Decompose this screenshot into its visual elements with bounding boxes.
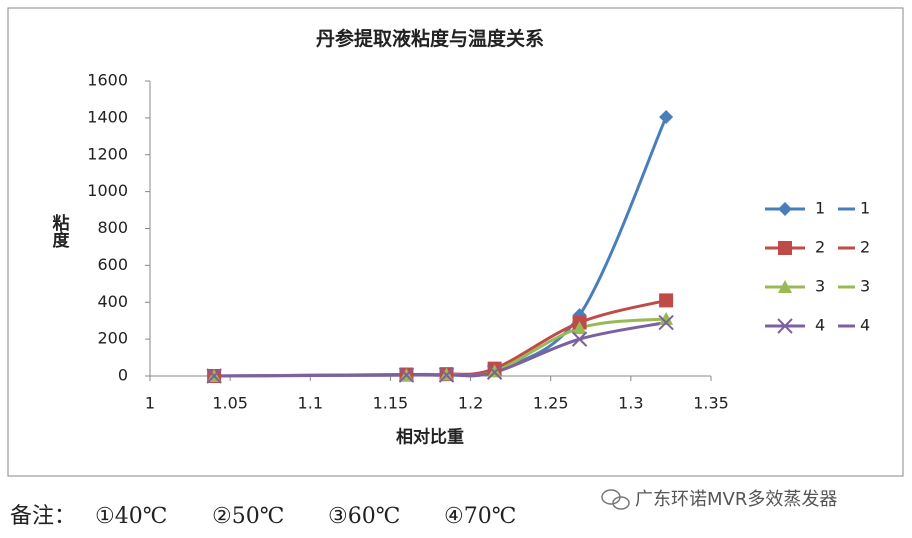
note: ②50℃ bbox=[212, 504, 284, 529]
legend-label: 3 bbox=[815, 277, 825, 296]
legend-label: 1 bbox=[860, 199, 870, 218]
x-tick-label: 1.3 bbox=[618, 394, 643, 413]
legend-marker bbox=[778, 202, 792, 216]
note: ①40℃ bbox=[95, 504, 167, 529]
note: ③60℃ bbox=[328, 504, 400, 529]
y-tick-label: 1000 bbox=[87, 181, 128, 200]
y-tick-label: 600 bbox=[97, 255, 128, 274]
watermark: 广东环诺MVR多效蒸发器 bbox=[635, 489, 837, 510]
legend-marker bbox=[778, 280, 792, 293]
chart-title: 丹参提取液粘度与温度关系 bbox=[316, 27, 544, 50]
legend-label: 2 bbox=[815, 238, 825, 257]
data-point bbox=[571, 331, 588, 347]
data-point bbox=[486, 364, 503, 381]
x-tick-label: 1.35 bbox=[693, 394, 729, 413]
chart-frame bbox=[7, 7, 904, 477]
legend-label: 1 bbox=[815, 199, 825, 218]
note-label: 备注： bbox=[10, 504, 76, 529]
x-tick-label: 1.2 bbox=[458, 394, 483, 413]
data-point bbox=[572, 321, 587, 335]
x-tick-label: 1.05 bbox=[212, 394, 248, 413]
y-tick-label: 1200 bbox=[87, 144, 128, 163]
legend-label: 4 bbox=[860, 316, 870, 335]
x-tick-label: 1.1 bbox=[298, 394, 323, 413]
y-tick-label: 1400 bbox=[87, 107, 128, 126]
legend-label: 4 bbox=[815, 316, 825, 335]
wechat-icon bbox=[601, 489, 630, 510]
y-tick-label: 800 bbox=[97, 218, 128, 237]
y-tick-label: 1600 bbox=[87, 71, 128, 90]
y-tick-label: 400 bbox=[97, 292, 128, 311]
series-line bbox=[214, 321, 667, 378]
legend-label: 3 bbox=[860, 277, 870, 296]
y-tick-label: 0 bbox=[118, 366, 128, 385]
legend-label: 2 bbox=[860, 238, 870, 257]
legend-marker bbox=[777, 318, 793, 334]
data-point bbox=[659, 293, 674, 308]
x-tick-label: 1.25 bbox=[533, 394, 569, 413]
legend-marker bbox=[778, 241, 792, 255]
data-point bbox=[398, 367, 415, 383]
data-point bbox=[659, 311, 674, 325]
data-point bbox=[206, 368, 222, 384]
note: ④70℃ bbox=[444, 504, 516, 529]
y-tick-label: 200 bbox=[97, 329, 128, 348]
x-axis-label: 相对比重 bbox=[396, 427, 464, 448]
data-point bbox=[487, 364, 502, 378]
data-point bbox=[659, 109, 674, 124]
data-point bbox=[658, 314, 674, 331]
y-axis-label: 粘度 bbox=[49, 213, 70, 249]
x-tick-label: 1 bbox=[145, 394, 155, 413]
data-point bbox=[438, 367, 455, 383]
x-tick-label: 1.15 bbox=[373, 394, 409, 413]
